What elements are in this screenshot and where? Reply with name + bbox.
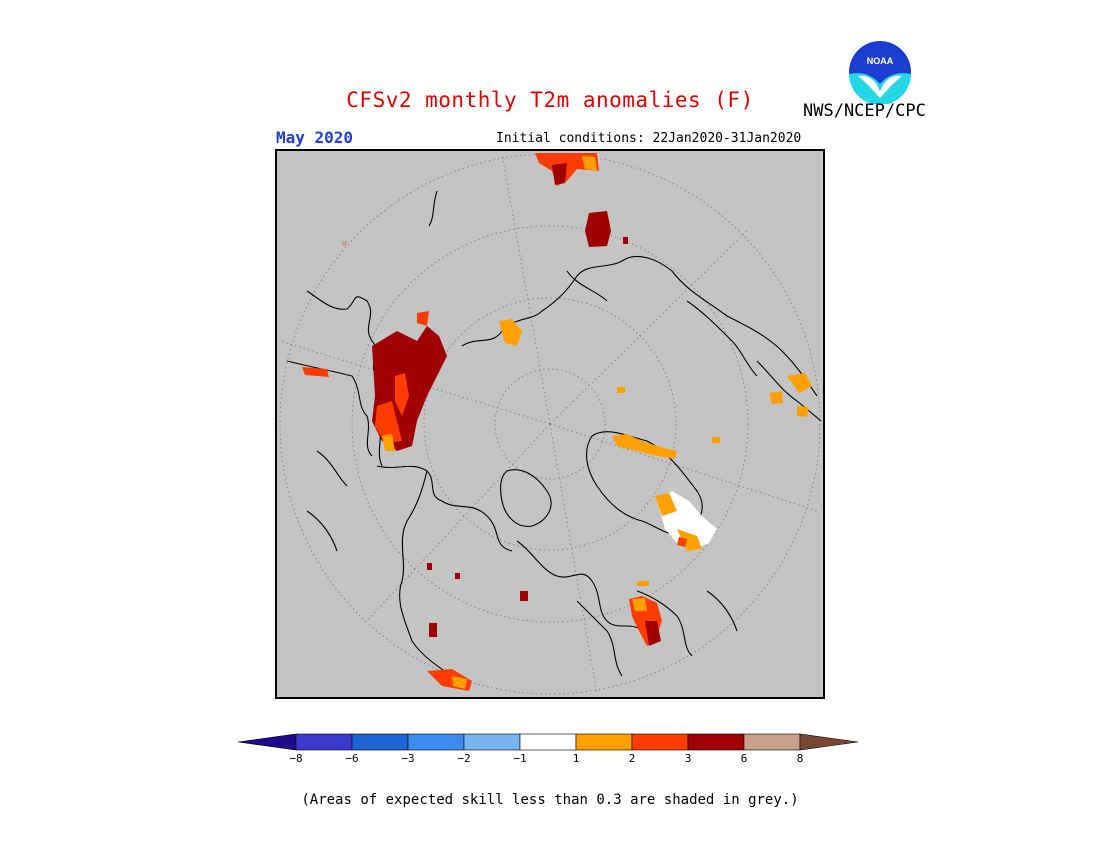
graticule	[279, 153, 821, 695]
legend-swatch	[351, 733, 409, 751]
legend-tick-label: 2	[628, 752, 636, 765]
legend-tick-label: 1	[572, 752, 580, 765]
legend-tick-label: 3	[684, 752, 692, 765]
coastlines	[286, 190, 822, 677]
legend-swatch	[687, 733, 745, 751]
svg-text:NOAA: NOAA	[867, 56, 894, 66]
noaa-logo: NOAA	[849, 41, 911, 104]
legend-swatch	[463, 733, 521, 751]
legend-tick-label: −6	[345, 752, 359, 765]
legend-tick-label: −2	[457, 752, 471, 765]
legend-tick-label: 6	[740, 752, 748, 765]
legend-tick-label: −3	[401, 752, 415, 765]
legend-tick-label: −1	[513, 752, 527, 765]
legend-swatch	[519, 733, 577, 751]
legend-arrow-low	[238, 733, 297, 751]
color-legend-bar	[238, 733, 859, 751]
legend-tick-label: −8	[289, 752, 303, 765]
target-month-label: May 2020	[276, 128, 354, 147]
legend-swatch	[743, 733, 801, 751]
legend-tick-label: 8	[796, 752, 804, 765]
legend-swatch	[407, 733, 465, 751]
polar-map-canvas	[279, 153, 822, 695]
legend-swatch	[631, 733, 689, 751]
initial-conditions-label: Initial conditions: 22Jan2020-31Jan2020	[496, 131, 802, 146]
legend-arrow-high	[799, 733, 859, 751]
polar-map	[275, 149, 825, 699]
legend-swatch	[575, 733, 633, 751]
map-title: CFSv2 monthly T2m anomalies (F)	[346, 88, 754, 112]
anomaly-shading	[302, 153, 812, 691]
legend-swatch	[295, 733, 353, 751]
skill-footnote: (Areas of expected skill less than 0.3 a…	[301, 792, 799, 808]
agency-label: NWS/NCEP/CPC	[803, 101, 926, 121]
color-legend-ticks: −8 −6 −3 −2 −1 1 2 3 6 8	[238, 752, 862, 770]
